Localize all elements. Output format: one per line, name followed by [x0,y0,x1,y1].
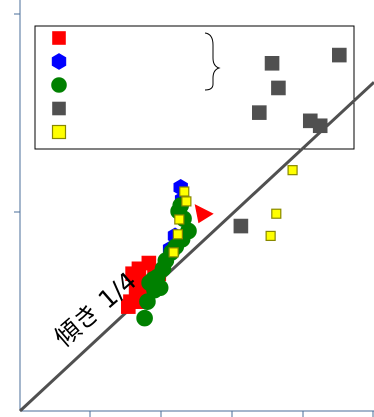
data-point [179,186,190,197]
legend-marker [52,31,66,45]
legend-box [34,25,355,150]
data-point [312,118,328,134]
data-point [168,247,179,258]
data-point [264,55,280,71]
data-point [194,204,214,224]
data-point [131,261,147,277]
data-point [287,165,298,176]
legend-marker [51,53,67,70]
data-point [233,218,249,234]
legend-marker [51,124,67,140]
data-point [252,105,267,120]
legend-markers [51,31,67,140]
legend-brace [204,32,221,91]
data-points [121,47,347,327]
data-point [154,260,172,278]
legend-marker [52,101,66,116]
data-point [174,214,185,225]
data-point [136,309,153,327]
data-point [271,80,286,96]
data-point [271,208,282,219]
data-point [172,229,183,240]
fit-line [18,81,374,413]
legend [34,25,355,150]
data-point [265,230,276,242]
data-point [332,47,347,63]
data-point [181,196,192,207]
legend-marker [51,77,67,93]
axes [14,0,374,417]
